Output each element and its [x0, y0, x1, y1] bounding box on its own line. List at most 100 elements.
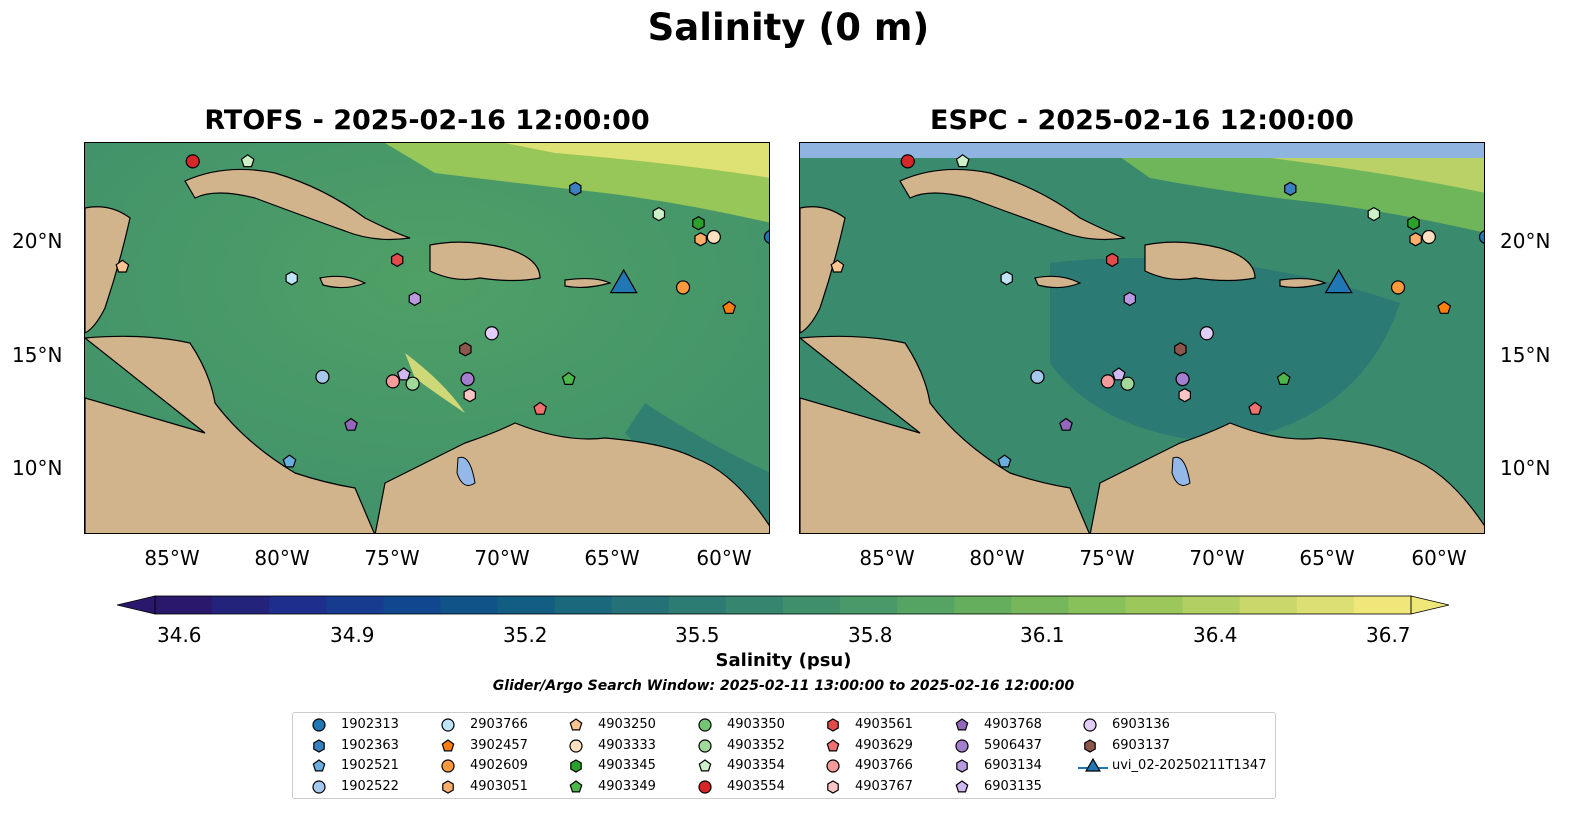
lon-label-70w-left: 70°W: [474, 546, 530, 570]
legend-label: 4903561: [855, 717, 913, 732]
platform-marker-4903629[interactable]: [533, 401, 548, 415]
hexagon-marker-icon: [827, 718, 839, 732]
platform-marker-uvi_02-20250211T1347[interactable]: [609, 268, 638, 294]
platform-marker-4903345[interactable]: [1407, 216, 1420, 231]
espc-top-band: [800, 143, 1484, 158]
platform-marker-4903352[interactable]: [405, 376, 420, 391]
platform-marker-6903137[interactable]: [459, 342, 472, 357]
platform-marker-4903768[interactable]: [1059, 417, 1073, 431]
colorbar-extend-min: [117, 595, 156, 615]
legend-label: 4903767: [855, 779, 913, 794]
platform-marker-4903349[interactable]: [561, 371, 576, 385]
platform-marker-4903629[interactable]: [1248, 401, 1263, 415]
platform-marker-6903135[interactable]: [396, 367, 411, 381]
lon-label-70w-right: 70°W: [1189, 546, 1245, 570]
pentagon-marker-icon: [312, 759, 326, 772]
platform-marker-4903767[interactable]: [463, 388, 476, 403]
platform-marker-4903561[interactable]: [391, 252, 404, 268]
legend-label: 4902609: [470, 758, 528, 773]
platform-marker-6903137[interactable]: [1174, 342, 1187, 357]
circle-marker-icon: [698, 739, 712, 753]
platform-marker-4902609[interactable]: [675, 280, 691, 295]
colorbar-segment: [1182, 596, 1241, 614]
land-masses: [85, 168, 769, 533]
platform-marker-1902363[interactable]: [1284, 181, 1297, 196]
hispaniola-island: [429, 241, 541, 282]
platform-marker-4903354b[interactable]: [652, 206, 666, 222]
legend-label: 4903352: [727, 738, 785, 753]
platform-marker-4903766[interactable]: [1100, 374, 1115, 389]
platform-marker-4903250[interactable]: [830, 259, 845, 273]
legend-label: 1902521: [341, 758, 399, 773]
platform-marker-4903554[interactable]: [185, 154, 200, 169]
platform-marker-4903354[interactable]: [240, 154, 255, 168]
platform-marker-4903250[interactable]: [115, 259, 130, 273]
platform-marker-4903051[interactable]: [1409, 232, 1422, 247]
platform-marker-6903134[interactable]: [1123, 291, 1136, 307]
platform-marker-5906437[interactable]: [1175, 372, 1190, 387]
espc-map[interactable]: [799, 142, 1485, 534]
lat-label-10n-right: 10°N: [1500, 456, 1551, 480]
platform-marker-4903333[interactable]: [706, 229, 721, 245]
pentagon-marker-icon: [698, 759, 712, 772]
platform-marker-4903333[interactable]: [1421, 229, 1436, 245]
platform-marker-5906437[interactable]: [460, 372, 475, 387]
platform-marker-4903349[interactable]: [1276, 371, 1291, 385]
colorbar-segment: [954, 596, 1012, 614]
legend-label: 4903350: [727, 717, 785, 732]
legend-label: 5906437: [984, 738, 1042, 753]
hexagon-marker-icon: [956, 759, 968, 773]
colorbar-segment: [212, 596, 270, 614]
platform-marker-uvi_02-20250211T1347[interactable]: [1324, 268, 1353, 294]
platform-marker-6903135[interactable]: [1111, 367, 1126, 381]
colorbar-segment: [1239, 596, 1298, 614]
platform-marker-4902609[interactable]: [1390, 280, 1406, 295]
platform-marker-1902313[interactable]: [1478, 230, 1486, 244]
platform-marker-4903354b[interactable]: [1367, 206, 1381, 222]
legend-label: 4903554: [727, 779, 785, 794]
colorbar-tick-34-9: 34.9: [330, 623, 375, 647]
colorbar-segment: [497, 596, 556, 614]
lat-label-10n-left: 10°N: [12, 456, 63, 480]
south-america-land: [1089, 422, 1484, 533]
circle-marker-icon: [698, 780, 712, 794]
platform-marker-4903767[interactable]: [1178, 388, 1191, 403]
platform-marker-1902313[interactable]: [763, 230, 771, 244]
platform-marker-1902363[interactable]: [569, 181, 582, 196]
platform-marker-1902521[interactable]: [997, 454, 1012, 468]
platform-marker-6903134[interactable]: [408, 291, 421, 307]
hexagon-marker-icon: [313, 739, 325, 753]
platform-marker-4903051[interactable]: [694, 232, 707, 247]
legend-label: 6903137: [1112, 738, 1170, 753]
platform-marker-4903345[interactable]: [692, 216, 705, 231]
platform-marker-3902457[interactable]: [722, 300, 737, 314]
platform-marker-4903352[interactable]: [1120, 376, 1135, 391]
circle-marker-icon: [569, 739, 583, 753]
rtofs-map[interactable]: [84, 142, 770, 534]
circle-marker-icon: [312, 780, 326, 794]
pentagon-marker-icon: [441, 739, 455, 752]
legend-label: 3902457: [470, 738, 528, 753]
lon-label-85w-right: 85°W: [859, 546, 915, 570]
pentagon-marker-icon: [955, 718, 969, 731]
platform-marker-4903561[interactable]: [1106, 252, 1119, 268]
platform-marker-6903136[interactable]: [484, 326, 499, 341]
platform-marker-2903766[interactable]: [285, 271, 298, 286]
triangle-marker-icon: [1078, 758, 1108, 772]
platform-marker-1902521[interactable]: [282, 454, 297, 468]
circle-marker-icon: [955, 739, 969, 753]
platform-marker-2903766[interactable]: [1000, 271, 1013, 286]
platform-markers-rtofs: [115, 154, 771, 468]
platform-marker-4903554[interactable]: [900, 154, 915, 169]
central-america-land: [85, 335, 375, 533]
legend-label: 1902522: [341, 779, 399, 794]
platform-marker-3902457[interactable]: [1437, 300, 1452, 314]
platform-marker-1902522[interactable]: [1030, 369, 1045, 384]
platform-marker-1902522[interactable]: [315, 369, 330, 384]
colorbar-extend-max: [1410, 595, 1450, 615]
circle-marker-icon: [698, 718, 712, 732]
platform-marker-4903768[interactable]: [344, 417, 358, 431]
platform-marker-4903766[interactable]: [385, 374, 400, 389]
platform-marker-4903354[interactable]: [955, 154, 970, 168]
platform-marker-6903136[interactable]: [1199, 326, 1214, 341]
